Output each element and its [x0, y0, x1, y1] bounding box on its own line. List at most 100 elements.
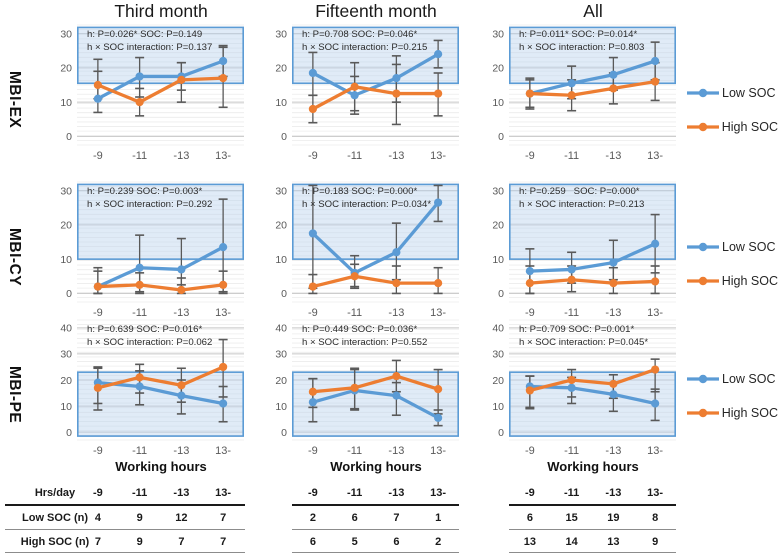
high-soc-line-marker-icon — [687, 122, 719, 132]
legend-high-soc: High SOC — [687, 274, 778, 288]
chart-mbi-ex-fifteenth-month: h: P=0.708 SOC: P=0.046* h × SOC interact… — [262, 22, 462, 164]
line-chart: h: P=0.639 SOC: P=0.016* h × SOC interact… — [60, 319, 244, 457]
svg-text:h: P=0.709 SOC: P=0.001*: h: P=0.709 SOC: P=0.001* — [519, 324, 634, 335]
high-soc-line-marker-icon — [687, 276, 719, 286]
chart-mbi-ex-third-month: h: P=0.026* SOC: P=0.149 h × SOC interact… — [47, 22, 247, 164]
svg-text:h × SOC interaction: P=0.803: h × SOC interaction: P=0.803 — [519, 42, 644, 53]
svg-text:10: 10 — [492, 254, 504, 266]
table-cell: 7 — [178, 536, 185, 548]
table-cell: 6 — [351, 512, 358, 524]
svg-text:10: 10 — [60, 254, 72, 266]
svg-text:20: 20 — [60, 375, 72, 387]
svg-text:h × SOC interaction: P=0.062: h × SOC interaction: P=0.062 — [87, 337, 212, 348]
table-cell: 13- — [647, 487, 664, 499]
svg-text:13-: 13- — [430, 307, 446, 319]
legend-label: High SOC — [721, 120, 778, 134]
svg-text:-9: -9 — [93, 445, 103, 457]
svg-text:10: 10 — [492, 97, 504, 109]
svg-text:30: 30 — [60, 185, 72, 197]
svg-text:20: 20 — [60, 63, 72, 75]
svg-text:-11: -11 — [132, 150, 147, 162]
svg-text:-11: -11 — [132, 307, 147, 319]
svg-text:-11: -11 — [564, 150, 579, 162]
svg-text:-9: -9 — [308, 307, 318, 319]
svg-text:h: P=0.708 SOC: P=0.046*: h: P=0.708 SOC: P=0.046* — [302, 29, 417, 40]
chart-mbi-pe-fifteenth-month: h: P=0.449 SOC: P=0.036* h × SOC interact… — [262, 317, 462, 459]
table-cell: 13- — [430, 487, 447, 499]
line-chart: h: P=0.239 SOC: P=0.003* h × SOC interact… — [60, 181, 244, 319]
table-cell: 13- — [215, 487, 232, 499]
table-cells-low-all: 6 15 19 8 — [509, 508, 676, 528]
svg-text:0: 0 — [498, 288, 504, 300]
low-soc-line-marker-icon — [687, 88, 719, 98]
table-cell: 8 — [652, 512, 659, 524]
svg-text:-9: -9 — [308, 445, 318, 457]
row-label-mbi-pe: MBI-PE — [6, 366, 23, 424]
svg-text:h: P=0.183 SOC: P=0.000*: h: P=0.183 SOC: P=0.000* — [302, 186, 417, 197]
legend-label: Low SOC — [722, 372, 776, 386]
svg-text:-13: -13 — [605, 445, 621, 457]
table-cell: 5 — [351, 536, 358, 548]
svg-text:-9: -9 — [525, 445, 535, 457]
table-header-cells-third: -9 -11 -13 13- — [77, 483, 244, 503]
table-cell: 6 — [526, 512, 533, 524]
svg-text:0: 0 — [498, 427, 504, 439]
svg-text:13-: 13- — [215, 307, 231, 319]
svg-text:-9: -9 — [525, 150, 535, 162]
svg-text:30: 30 — [60, 28, 72, 40]
x-axis-title: Working hours — [330, 459, 422, 474]
svg-text:40: 40 — [60, 323, 72, 335]
svg-text:h × SOC interaction: P=0.034*: h × SOC interaction: P=0.034* — [302, 199, 431, 210]
table-cell: -9 — [92, 487, 103, 499]
table-cell: -13 — [173, 487, 190, 499]
svg-text:h: P=0.259 SOC: P=0.000*: h: P=0.259 SOC: P=0.000* — [519, 186, 640, 197]
svg-text:h: P=0.639 SOC: P=0.016*: h: P=0.639 SOC: P=0.016* — [87, 324, 202, 335]
table-cell: 2 — [435, 536, 442, 548]
table-rule — [292, 552, 459, 554]
table-rule — [5, 529, 245, 531]
table-header-cells-all: -9 -11 -13 13- — [509, 483, 676, 503]
line-chart: h: P=0.011* SOC: P=0.014* h × SOC interac… — [492, 24, 676, 162]
legend-label: High SOC — [721, 406, 778, 420]
line-chart: h: P=0.259 SOC: P=0.000* h × SOC interact… — [492, 181, 676, 319]
table-cells-high-fifteenth: 6 5 6 2 — [292, 532, 459, 552]
chart-mbi-cy-fifteenth-month: h: P=0.183 SOC: P=0.000* h × SOC interact… — [262, 179, 462, 321]
table-row-label: Low SOC (n) — [22, 512, 88, 524]
svg-text:-9: -9 — [93, 307, 103, 319]
chart-mbi-cy-third-month: h: P=0.239 SOC: P=0.003* h × SOC interact… — [47, 179, 247, 321]
table-row-label: High SOC (n) — [20, 536, 90, 548]
svg-text:h × SOC interaction: P=0.137: h × SOC interaction: P=0.137 — [87, 42, 212, 53]
table-cell: -13 — [388, 487, 405, 499]
table-cell: -9 — [307, 487, 318, 499]
svg-text:0: 0 — [281, 427, 287, 439]
svg-text:-9: -9 — [525, 307, 535, 319]
table-cell: 19 — [607, 512, 620, 524]
low-soc-line-marker-icon — [687, 374, 719, 384]
svg-text:30: 30 — [60, 349, 72, 361]
table-cell: 7 — [220, 536, 227, 548]
table-cells-high-third: 7 9 7 7 — [77, 532, 244, 552]
svg-text:-13: -13 — [388, 307, 404, 319]
line-chart: h: P=0.449 SOC: P=0.036* h × SOC interact… — [275, 319, 459, 457]
line-chart: h: P=0.709 SOC: P=0.001* h × SOC interact… — [492, 319, 676, 457]
svg-text:-11: -11 — [347, 307, 362, 319]
table-cell: 9 — [136, 512, 143, 524]
chart-mbi-pe-third-month: h: P=0.639 SOC: P=0.016* h × SOC interact… — [47, 317, 247, 459]
svg-text:h: P=0.449 SOC: P=0.036*: h: P=0.449 SOC: P=0.036* — [302, 324, 417, 335]
svg-text:10: 10 — [60, 97, 72, 109]
svg-text:0: 0 — [281, 288, 287, 300]
svg-text:h × SOC interaction: P=0.045*: h × SOC interaction: P=0.045* — [519, 337, 648, 348]
svg-text:h × SOC interaction: P=0.215: h × SOC interaction: P=0.215 — [302, 42, 427, 53]
svg-text:h × SOC interaction: P=0.292: h × SOC interaction: P=0.292 — [87, 199, 212, 210]
high-soc-line-marker-icon — [687, 408, 719, 418]
table-cell: 9 — [652, 536, 659, 548]
svg-text:-9: -9 — [308, 150, 318, 162]
table-cell: 12 — [175, 512, 188, 524]
table-cell: 15 — [565, 512, 578, 524]
svg-text:h: P=0.011* SOC: P=0.014*: h: P=0.011* SOC: P=0.014* — [519, 29, 637, 40]
svg-text:10: 10 — [275, 97, 287, 109]
svg-text:10: 10 — [275, 254, 287, 266]
row-label-mbi-cy: MBI-CY — [6, 227, 23, 287]
line-chart: h: P=0.026* SOC: P=0.149 h × SOC interact… — [60, 24, 244, 162]
table-row-low-soc: Low SOC (n) 4 9 12 7 2 6 7 1 6 15 19 8 — [0, 508, 778, 528]
